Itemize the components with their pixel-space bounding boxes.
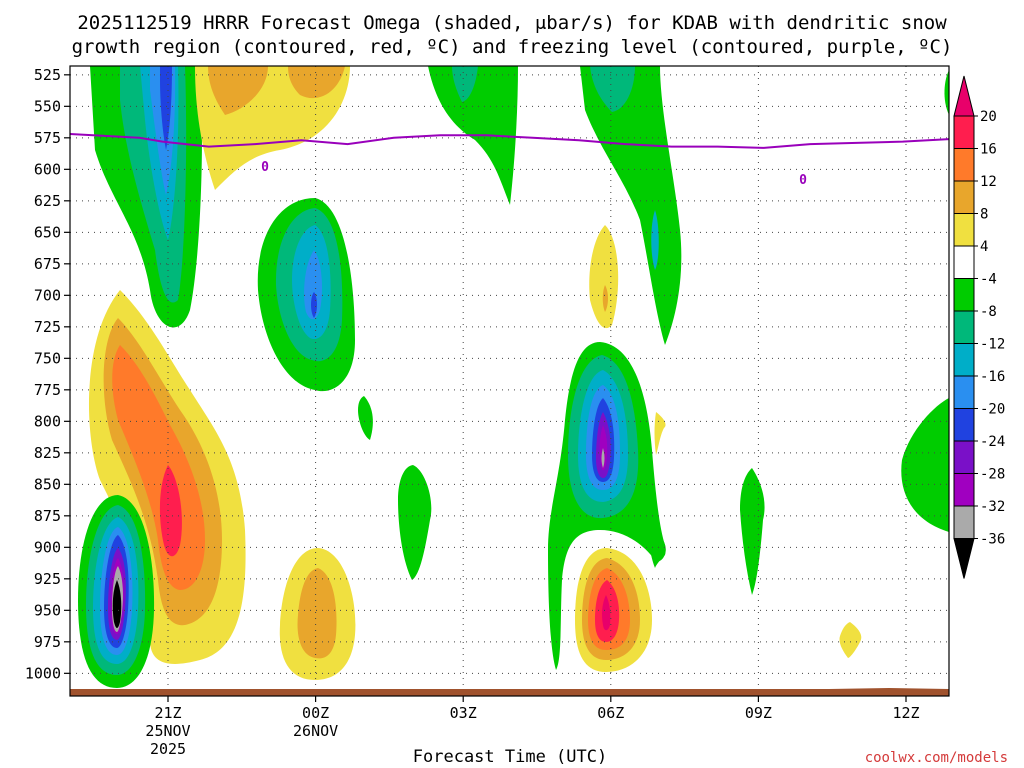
colorbar-label: -4	[980, 272, 997, 288]
y-tick-label: 775	[34, 381, 61, 399]
omega-region-upper-06z	[580, 66, 682, 345]
colorbar-label: -20	[980, 402, 1005, 418]
terrain-surface-layer	[70, 688, 949, 696]
freezing-level-line	[69, 133, 950, 149]
colorbar-swatch	[953, 343, 975, 377]
x-tick-year: 2025	[150, 740, 186, 758]
omega-region-right-upper	[944, 70, 949, 115]
colorbar-swatch	[953, 375, 975, 409]
freezing-level-label: 0	[799, 173, 807, 188]
colorbar-swatch	[953, 505, 975, 539]
y-tick-label: 900	[34, 538, 61, 556]
freezing-level-label: 0	[261, 160, 269, 175]
y-tick-label: 650	[34, 223, 61, 241]
colorbar-label: -32	[980, 499, 1005, 515]
x-tick-label: 09Z	[745, 704, 772, 722]
x-tick-label: 06Z	[597, 704, 624, 722]
omega-region-small-01z	[358, 396, 373, 440]
y-tick-label: 950	[34, 601, 61, 619]
colorbar-label: 12	[980, 174, 997, 190]
y-tick-label: 1000	[25, 664, 61, 682]
y-tick-label: 750	[34, 349, 61, 367]
colorbar-label: -28	[980, 467, 1005, 483]
freezing-level-label-bg	[261, 159, 269, 172]
x-tick-label: 00Z	[302, 704, 329, 722]
omega-region-lower-00z-positive	[279, 548, 356, 680]
colorbar-label: 8	[980, 207, 988, 223]
omega-region-lower-left-positive	[88, 290, 246, 664]
omega-region-upper-left	[90, 66, 202, 328]
y-tick-label: 875	[34, 507, 61, 525]
omega-region-small-07z-lower	[649, 530, 666, 568]
y-tick-label: 800	[34, 412, 61, 430]
x-tick-label: 03Z	[450, 704, 477, 722]
colorbar-label: -24	[980, 434, 1005, 450]
colorbar-swatch	[953, 115, 975, 149]
y-tick-label: 850	[34, 475, 61, 493]
omega-region-upper-03z-core	[452, 66, 478, 102]
omega-region-right-mid	[901, 398, 949, 532]
freezing-level-label-bg	[799, 172, 807, 185]
y-tick-label: 825	[34, 444, 61, 462]
colorbar-label: 4	[980, 239, 988, 255]
x-tick-date: 25NOV	[145, 722, 190, 740]
y-tick-label: 975	[34, 633, 61, 651]
omega-region-small-02z	[398, 465, 432, 580]
y-tick-label: 700	[34, 286, 61, 304]
colorbar-min-arrow	[953, 538, 975, 579]
colorbar-swatch	[953, 213, 975, 247]
omega-region-small-positive-07z	[654, 412, 666, 455]
omega-shaded-field	[78, 66, 949, 688]
omega-region-upper-positive	[195, 66, 350, 190]
y-tick-label: 725	[34, 318, 61, 336]
freezing-level-contour: 00	[69, 133, 950, 188]
colorbar-label: 20	[980, 109, 997, 125]
colorbar-swatch	[953, 180, 975, 214]
chart-title-line1: 2025112519 HRRR Forecast Omega (shaded, …	[77, 12, 947, 34]
omega-region-lower-06z-positive	[575, 548, 652, 672]
y-tick-label: 675	[34, 255, 61, 273]
colorbar-swatch	[953, 245, 975, 279]
x-axis-label: Forecast Time (UTC)	[413, 747, 607, 767]
terrain-strip	[70, 688, 949, 696]
colorbar-label: -16	[980, 369, 1005, 385]
y-tick-label: 525	[34, 66, 61, 84]
omega-region-small-09z	[740, 468, 765, 595]
chart-gridlines	[70, 66, 949, 696]
y-tick-label: 600	[34, 160, 61, 178]
plot-area-frame	[69, 65, 950, 697]
omega-region-small-positive-11z	[839, 622, 862, 658]
omega-region-positive-06z-mid-core	[602, 285, 608, 312]
y-axis-pressure: 525 550 575 600 625 650 675 700 725 750 775 800 825 8…	[25, 66, 70, 682]
colorbar-swatch	[953, 148, 975, 182]
colorbar-swatch	[953, 278, 975, 312]
colorbar-swatch	[953, 440, 975, 474]
y-tick-label: 550	[34, 97, 61, 115]
y-tick-label: 625	[34, 192, 61, 210]
y-tick-label: 925	[34, 570, 61, 588]
chart-title-line2: growth region (contoured, red, ºC) and f…	[72, 36, 953, 58]
x-tick-label: 12Z	[892, 704, 919, 722]
colorbar-swatch	[953, 408, 975, 442]
omega-region-mid-06z	[548, 342, 666, 670]
x-tick-date: 26NOV	[293, 722, 338, 740]
colorbar-label: 16	[980, 142, 997, 158]
source-credit: coolwx.com/models	[865, 750, 1008, 766]
x-tick-label: 21Z	[154, 704, 181, 722]
colorbar-max-arrow	[953, 75, 975, 117]
omega-region-positive-06z-mid	[589, 225, 619, 329]
colorbar-legend: 20 16 12 8 4 -4 -8 -12 -16 -20 -24 -28 -32 -36	[953, 75, 1005, 579]
omega-region-lower-left-negative	[78, 495, 155, 688]
colorbar-swatch	[953, 310, 975, 344]
colorbar-label: -8	[980, 304, 997, 320]
y-tick-label: 575	[34, 129, 61, 147]
colorbar-label: -36	[980, 532, 1005, 548]
colorbar-label: -12	[980, 337, 1005, 353]
omega-region-mid-00z	[257, 198, 355, 392]
colorbar-swatch	[953, 473, 975, 507]
